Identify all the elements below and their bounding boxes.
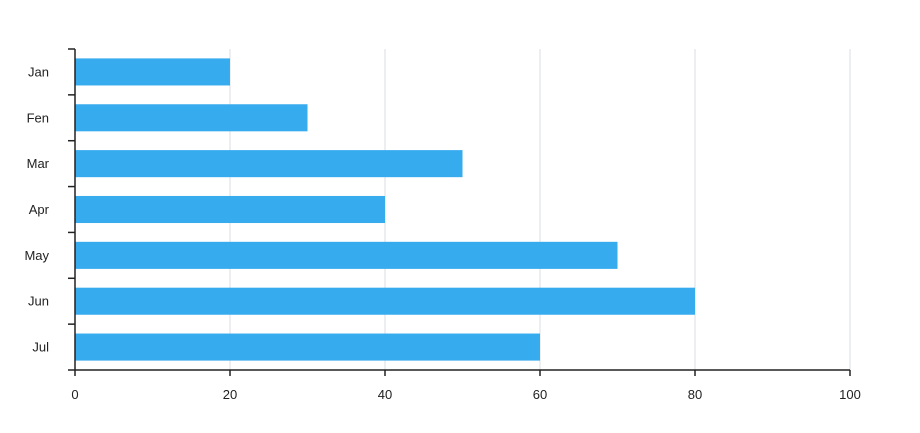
x-tick-label-80: 80 <box>688 387 702 402</box>
grid-lines <box>229 49 851 370</box>
bars <box>75 58 695 361</box>
tick-labels: Jan Fen Mar Apr May Jun Jul 0 20 40 60 80 100 <box>24 64 860 402</box>
x-tick-label-20: 20 <box>223 387 237 402</box>
bar-jul <box>75 333 540 361</box>
y-tick-label-mar: Mar <box>27 156 50 171</box>
bar-mar <box>75 150 463 178</box>
bar-jun <box>75 287 695 315</box>
axes <box>68 48 851 376</box>
y-tick-label-jun: Jun <box>28 294 49 309</box>
y-tick-label-apr: Apr <box>29 202 50 217</box>
y-tick-label-fen: Fen <box>27 110 49 125</box>
x-tick-label-60: 60 <box>533 387 547 402</box>
bar-may <box>75 241 618 269</box>
x-tick-label-0: 0 <box>71 387 78 402</box>
x-tick-label-100: 100 <box>839 387 861 402</box>
y-tick-label-may: May <box>24 248 49 263</box>
bar-fen <box>75 104 308 132</box>
y-tick-label-jan: Jan <box>28 64 49 79</box>
bar-jan <box>75 58 230 86</box>
bar-apr <box>75 195 385 224</box>
x-tick-label-40: 40 <box>378 387 392 402</box>
y-tick-label-jul: Jul <box>32 340 49 355</box>
